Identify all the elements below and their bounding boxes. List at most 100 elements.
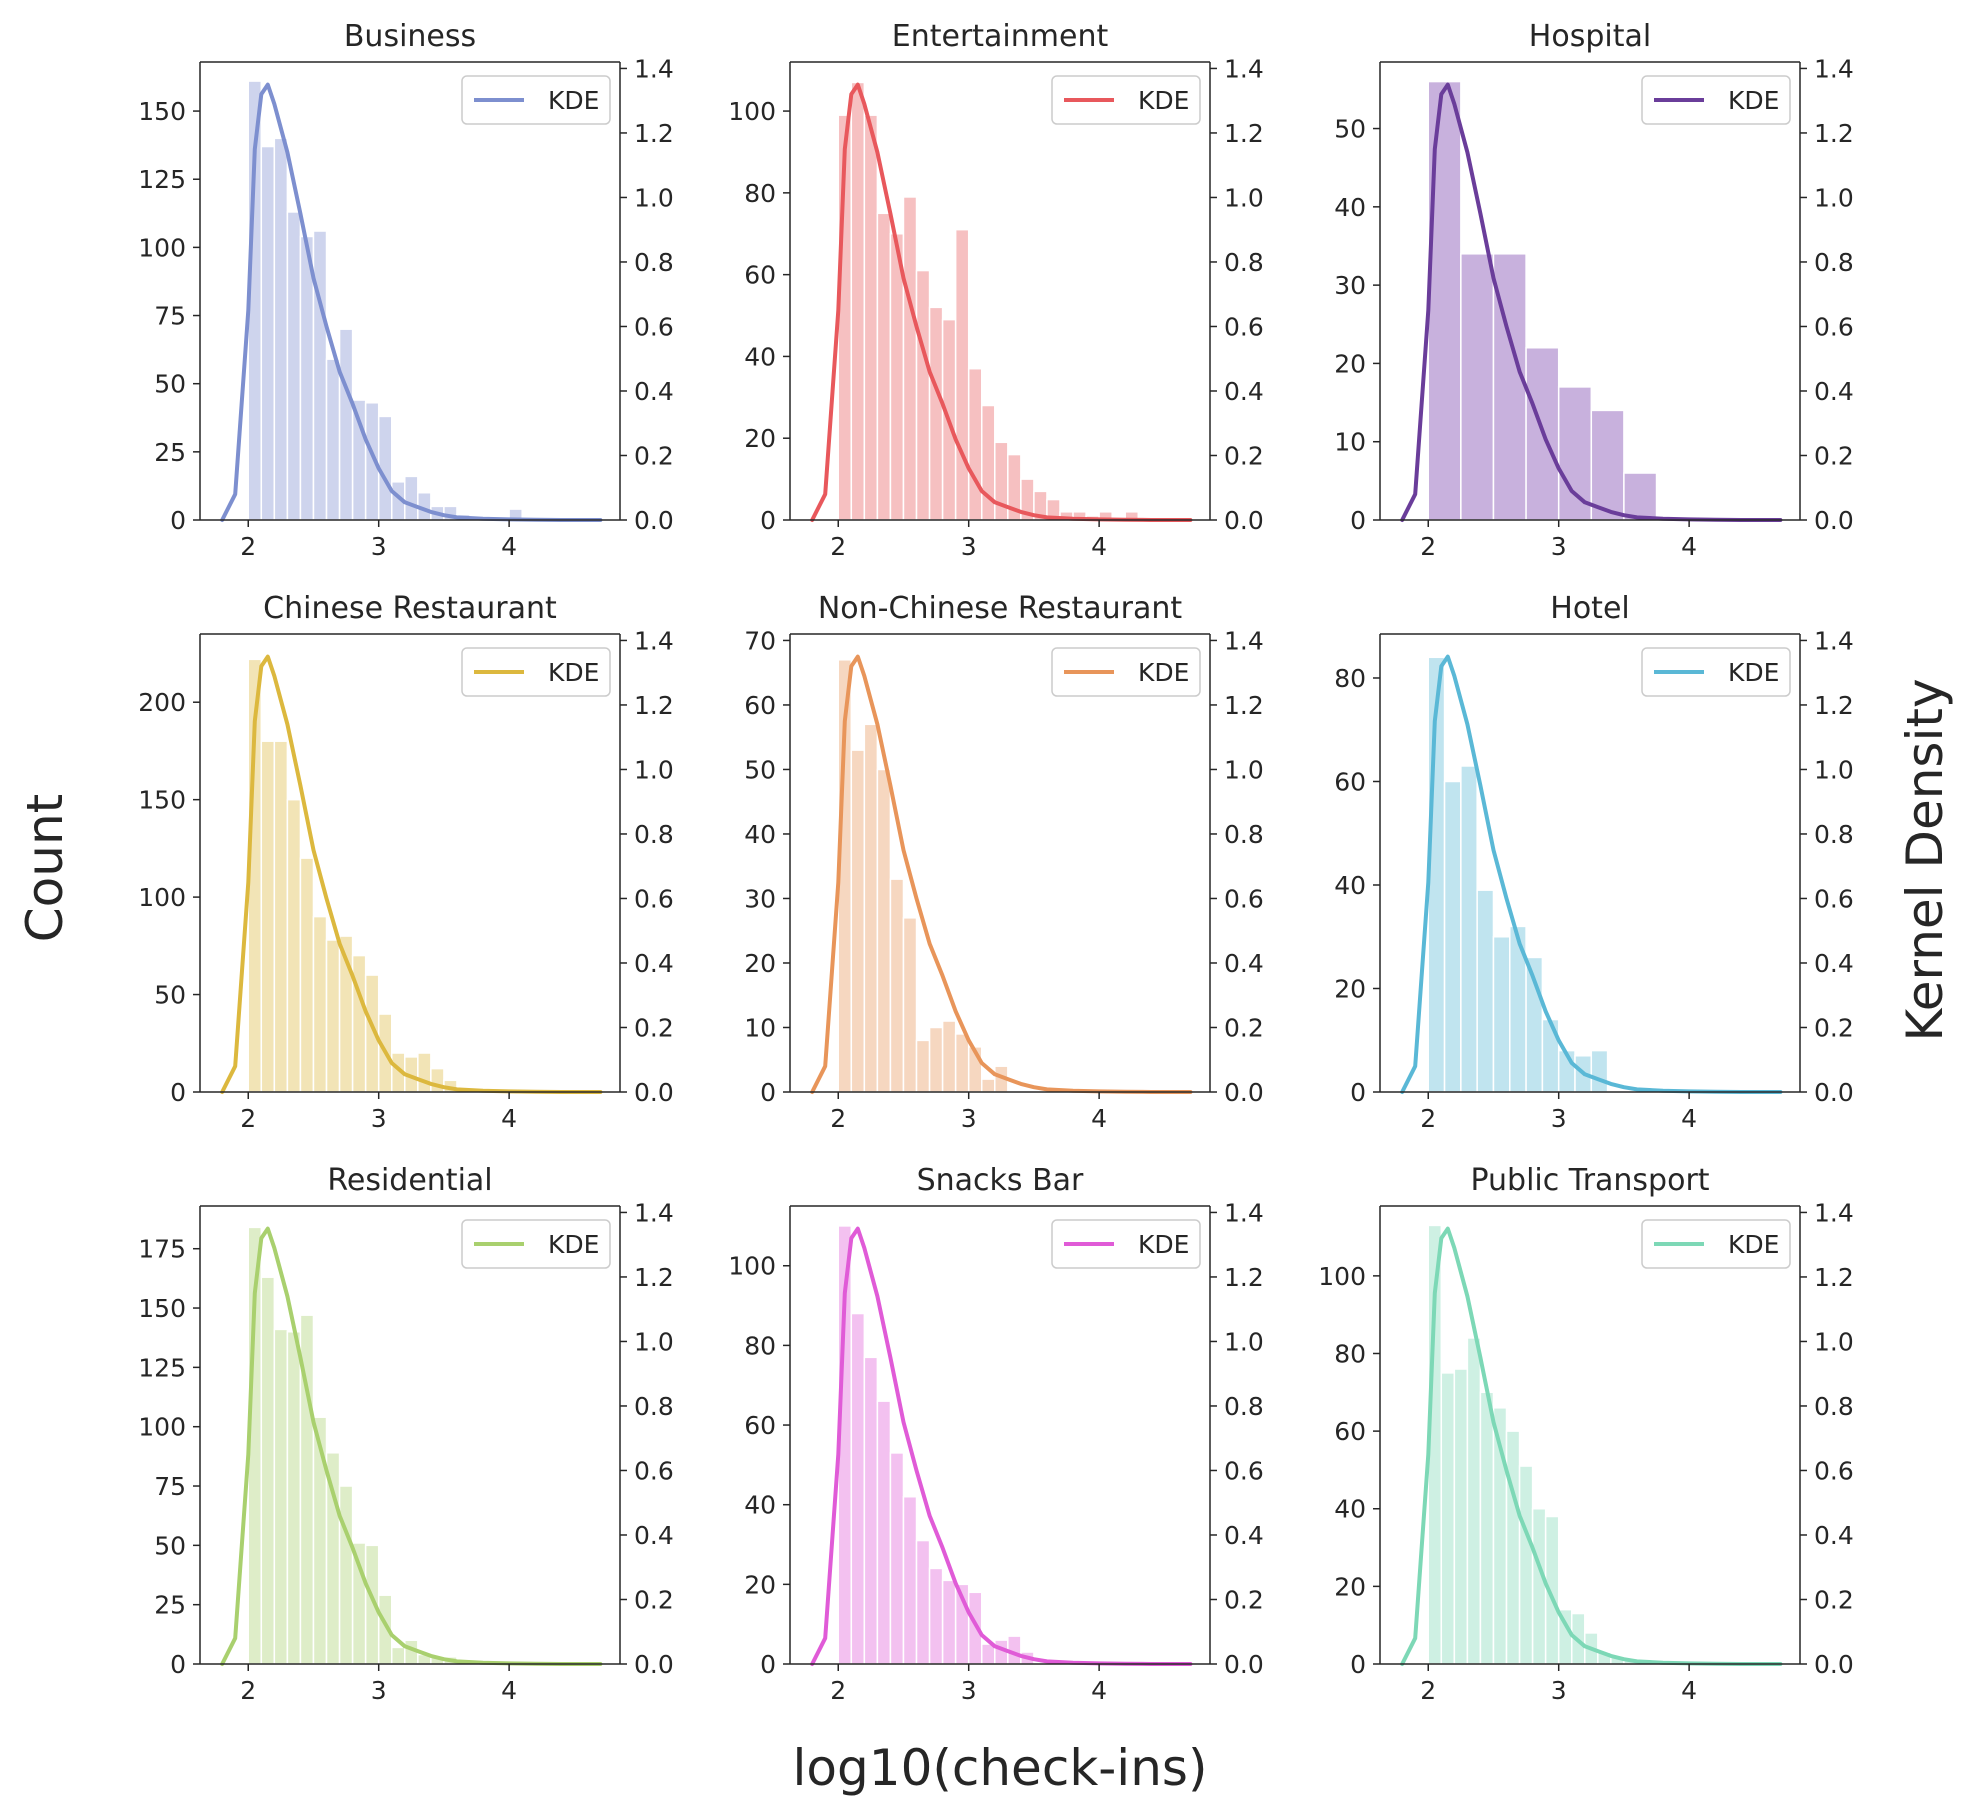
left-y-tick-label: 0 [1350,506,1366,535]
right-y-tick-label: 1.2 [634,119,674,148]
histogram-bar [915,1039,931,1093]
panel-title: Snacks Bar [917,1163,1084,1198]
right-y-tick-label: 1.4 [634,54,674,83]
histogram-bar [299,235,315,521]
right-y-tick-label: 1.2 [634,691,674,720]
histogram-bar [1466,1337,1482,1665]
x-tick-label: 3 [371,1676,387,1705]
legend-box [1051,75,1201,125]
left-y-tick-label: 60 [744,1411,776,1440]
left-y-tick-label: 20 [1334,974,1366,1003]
left-y-tick-label: 20 [744,949,776,978]
panel: Chinese Restaurant 2 3 4 0 50 100 150 200 0.0 0.2 0… [138,591,673,1133]
histogram-bar [338,1485,354,1665]
right-y-tick-label: 1.4 [634,1198,674,1227]
left-y-tick-label: 175 [138,1235,186,1264]
histogram-bar [915,1539,931,1665]
right-y-tick-label: 0.0 [1814,1078,1854,1107]
left-y-tick-label: 100 [1318,1262,1366,1291]
histogram-bar [1623,472,1658,521]
left-y-tick-label: 50 [154,981,186,1010]
histogram-bar [1460,765,1478,1093]
left-y-tick-label: 25 [154,1591,186,1620]
right-y-tick-label: 1.4 [1814,626,1854,655]
histogram-bar [273,1328,289,1665]
histogram-bar [1453,1368,1469,1665]
histogram-bar [928,1567,944,1665]
legend-label: KDE [1138,1230,1189,1259]
left-y-tick-label: 150 [138,1294,186,1323]
right-y-tick-label: 0.2 [1224,1585,1264,1614]
legend-label: KDE [1138,86,1189,115]
legend-box [461,1219,611,1269]
kde-line [810,654,1193,1094]
right-y-tick-label: 0.6 [1224,1456,1264,1485]
right-y-tick-label: 1.2 [1224,691,1264,720]
left-y-tick-label: 0 [170,1078,186,1107]
histogram-bar [273,137,289,521]
left-y-tick-label: 100 [138,1413,186,1442]
panel-title: Entertainment [892,19,1109,54]
legend-box [1641,1219,1791,1269]
right-y-tick-label: 0.2 [1814,1013,1854,1042]
kde-line [1400,654,1783,1094]
left-y-tick-label: 75 [154,302,186,331]
left-y-tick-label: 20 [1334,349,1366,378]
right-y-tick-label: 1.0 [1814,183,1854,212]
left-y-tick-label: 50 [154,1531,186,1560]
left-y-tick-label: 25 [154,438,186,467]
histogram-bar [850,81,866,521]
left-y-tick-label: 100 [728,1252,776,1281]
left-y-tick-label: 200 [138,688,186,717]
left-y-tick-label: 80 [1334,1339,1366,1368]
histogram-bar [915,269,931,521]
x-tick-label: 4 [1681,1676,1697,1705]
kde-line [220,654,603,1094]
left-y-tick-label: 150 [138,786,186,815]
right-y-tick-label: 1.0 [1814,755,1854,784]
legend-label: KDE [1138,658,1189,687]
right-y-tick-label: 0.6 [1814,884,1854,913]
histogram-bar [850,749,866,1093]
legend-box [1051,647,1201,697]
right-y-tick-label: 0.4 [1224,949,1264,978]
x-tick-label: 4 [501,1104,517,1133]
x-tick-label: 4 [1091,532,1107,561]
right-y-tick-label: 0.0 [1224,1078,1264,1107]
histogram-bar [404,475,419,521]
left-y-tick-label: 40 [1334,193,1366,222]
right-y-tick-label: 0.4 [1224,377,1264,406]
left-y-tick-label: 80 [1334,664,1366,693]
right-y-tick-label: 0.0 [1814,1650,1854,1679]
right-y-tick-label: 0.0 [634,1650,674,1679]
legend-box [1051,1219,1201,1269]
histogram-bar [338,328,354,521]
right-y-tick-label: 0.2 [1224,441,1264,470]
right-y-tick-label: 0.0 [634,506,674,535]
histogram-bar [889,1452,905,1665]
x-tick-label: 3 [961,1676,977,1705]
left-y-tick-label: 30 [744,884,776,913]
right-y-tick-label: 1.4 [1814,1198,1854,1227]
right-y-tick-label: 1.0 [1224,755,1264,784]
right-y-tick-label: 1.4 [1224,1198,1264,1227]
right-y-tick-label: 1.4 [1224,54,1264,83]
left-y-tick-label: 70 [744,626,776,655]
histogram-bar [312,915,328,1093]
left-y-tick-label: 100 [138,233,186,262]
kde-line [220,82,603,522]
panel-title: Hotel [1550,591,1629,626]
right-y-tick-label: 0.6 [634,1456,674,1485]
right-y-tick-label: 1.2 [1814,119,1854,148]
right-y-tick-label: 0.8 [1814,820,1854,849]
histogram-bar [1505,1430,1521,1665]
histogram-bar [954,1033,970,1093]
kde-line [220,1226,603,1666]
histogram-bar [876,768,892,1093]
histogram-bar [325,358,341,521]
histogram-bar [1590,409,1625,521]
right-y-tick-label: 1.0 [1224,183,1264,212]
